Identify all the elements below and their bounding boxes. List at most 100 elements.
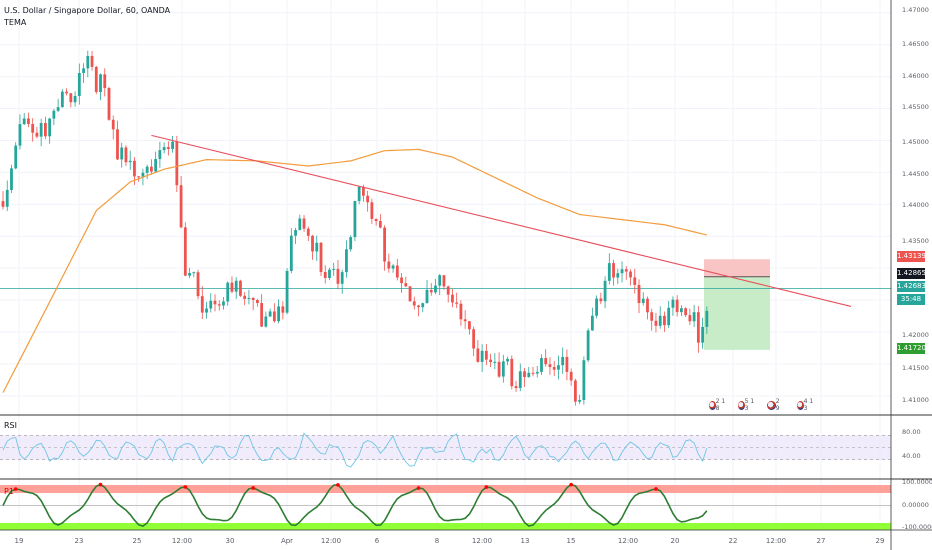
osc-line	[2, 483, 708, 527]
candle-body	[480, 350, 484, 362]
candle-body	[166, 147, 170, 149]
candle-body	[374, 218, 378, 222]
candle-body	[641, 298, 645, 304]
tema-line[interactable]	[2, 148, 707, 393]
osc-peak-dot	[654, 487, 658, 491]
event-marker[interactable]: 5 1 3	[738, 398, 756, 412]
candle-body	[510, 358, 514, 387]
candle-body	[141, 172, 145, 177]
candle-body	[133, 160, 136, 177]
candle-body	[468, 321, 471, 330]
candle-body	[340, 272, 344, 284]
candle-body	[39, 123, 43, 137]
oscillator-label[interactable]: P1	[4, 487, 14, 496]
candle-body	[459, 303, 463, 320]
event-marker[interactable]: 4 1 3	[797, 398, 815, 412]
flag-icon	[797, 400, 804, 410]
candle-body	[179, 185, 183, 228]
candle-body	[69, 93, 73, 103]
osc-peak-dot	[98, 482, 103, 487]
price-tick: 1.47000	[902, 6, 929, 14]
candle-body	[578, 400, 582, 402]
candle-body	[429, 289, 433, 293]
candle-body	[188, 272, 191, 276]
candle-body	[557, 365, 560, 370]
time-tick: 20	[670, 537, 680, 545]
flag-icon	[767, 400, 776, 410]
candle-body	[256, 299, 259, 304]
candle-body	[489, 359, 492, 363]
candle-body	[272, 311, 276, 322]
rsi-pane[interactable]	[0, 432, 891, 468]
candle-body	[552, 367, 556, 370]
candle-body	[391, 265, 395, 269]
event-count: 2 1 8	[715, 398, 726, 412]
candle-body	[86, 56, 90, 69]
candle-body	[145, 166, 149, 173]
trend-line[interactable]	[151, 134, 852, 307]
candle-body	[387, 261, 391, 269]
candle-body	[349, 237, 353, 250]
time-tick: 12:00	[765, 537, 787, 545]
rsi-line	[2, 432, 708, 468]
position-zones[interactable]	[704, 259, 770, 350]
indicator-label[interactable]: TEMA	[4, 18, 27, 27]
price-tick: 1.43500	[902, 237, 929, 245]
candle-body	[603, 280, 607, 302]
candle-body	[633, 277, 637, 285]
oscillator-pane[interactable]	[0, 482, 891, 530]
price-tick: 1.41500	[902, 364, 929, 372]
candle-body	[52, 110, 56, 119]
osc-tick: 100.00000	[902, 478, 932, 486]
osc-peak-dot	[251, 486, 255, 490]
candle-body	[696, 312, 700, 343]
price-tick: 1.45000	[902, 138, 929, 146]
candle-body	[14, 145, 18, 169]
candle-body	[506, 358, 509, 362]
candle-body	[82, 68, 85, 74]
candle-body	[629, 271, 632, 278]
time-tick: 12:00	[471, 537, 493, 545]
candle-body	[366, 195, 370, 203]
candle-body	[5, 189, 9, 207]
candle-body	[332, 268, 336, 270]
candle-body	[171, 141, 174, 149]
flag-icon	[709, 400, 716, 410]
candle-body	[684, 308, 688, 316]
candle-body	[378, 221, 382, 228]
candle-body	[705, 310, 709, 327]
price-badge: 1.42865	[897, 268, 926, 279]
candle-body	[31, 124, 35, 133]
candle-body	[434, 285, 437, 293]
candle-body	[111, 119, 115, 130]
price-badge: 35:48	[897, 294, 925, 305]
candle-body	[688, 315, 692, 322]
rsi-tick: 80.00	[902, 428, 921, 436]
candle-body	[196, 272, 200, 297]
candlestick-series[interactable]	[1, 50, 709, 406]
candle-body	[357, 186, 361, 202]
osc-peak-dot	[13, 487, 18, 491]
candle-body	[667, 307, 671, 326]
candle-body	[137, 176, 141, 178]
symbol-title[interactable]: U.S. Dollar / Singapore Dollar, 60, OAND…	[4, 6, 171, 15]
candle-body	[217, 304, 221, 306]
event-marker[interactable]: 2 9	[767, 398, 785, 412]
candle-body	[192, 272, 196, 274]
event-marker[interactable]: 2 1 8	[709, 398, 727, 412]
candle-body	[107, 88, 111, 120]
candle-body	[514, 386, 518, 389]
rsi-label[interactable]: RSI	[4, 421, 17, 430]
candle-body	[150, 166, 153, 172]
flag-icon	[738, 400, 745, 410]
candle-body	[658, 315, 662, 326]
candle-body	[438, 275, 442, 286]
candle-body	[701, 326, 704, 343]
candle-body	[408, 286, 412, 302]
candle-body	[319, 242, 323, 272]
candle-body	[624, 269, 628, 272]
candle-body	[421, 303, 425, 308]
candle-body	[646, 298, 649, 313]
